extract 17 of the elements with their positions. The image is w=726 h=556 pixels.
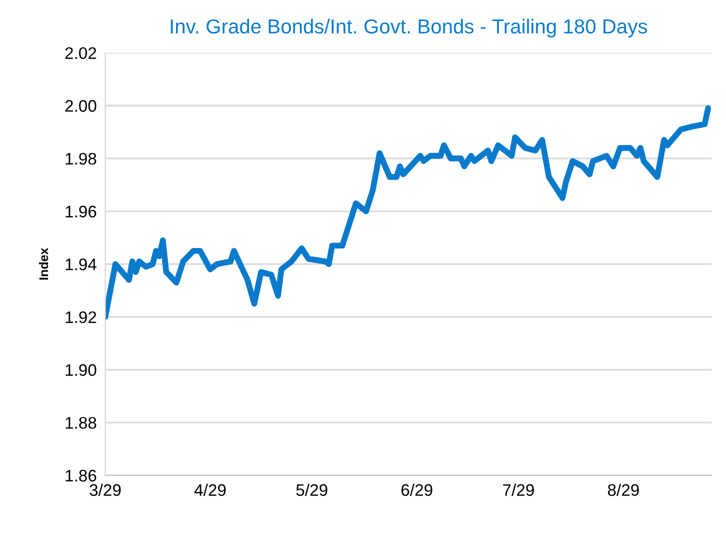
x-tick-label: 5/29 xyxy=(296,484,328,496)
y-tick-label: 1.90 xyxy=(66,364,96,376)
y-axis-title: Index xyxy=(38,248,48,280)
y-tick-label: 1.88 xyxy=(66,416,96,429)
y-tick-label: 2.00 xyxy=(65,100,96,112)
y-tick-label: 1.92 xyxy=(66,311,96,324)
y-tick-label: 2.02 xyxy=(65,47,96,60)
y-tick-label: 1.86 xyxy=(66,470,96,482)
x-tick-label: 8/29 xyxy=(608,484,639,496)
x-tick-label: 3/29 xyxy=(90,484,121,496)
y-tick-label: 1.94 xyxy=(66,258,96,270)
x-tick-label: 6/29 xyxy=(401,484,432,496)
y-tick-label: 1.96 xyxy=(66,206,96,218)
chart-title: Inv. Grade Bonds/Int. Govt. Bonds - Trailing 180 Days xyxy=(170,18,648,38)
x-tick-label: 7/29 xyxy=(503,484,534,496)
x-tick-label: 4/29 xyxy=(194,484,226,496)
y-tick-label: 1.98 xyxy=(66,152,96,165)
